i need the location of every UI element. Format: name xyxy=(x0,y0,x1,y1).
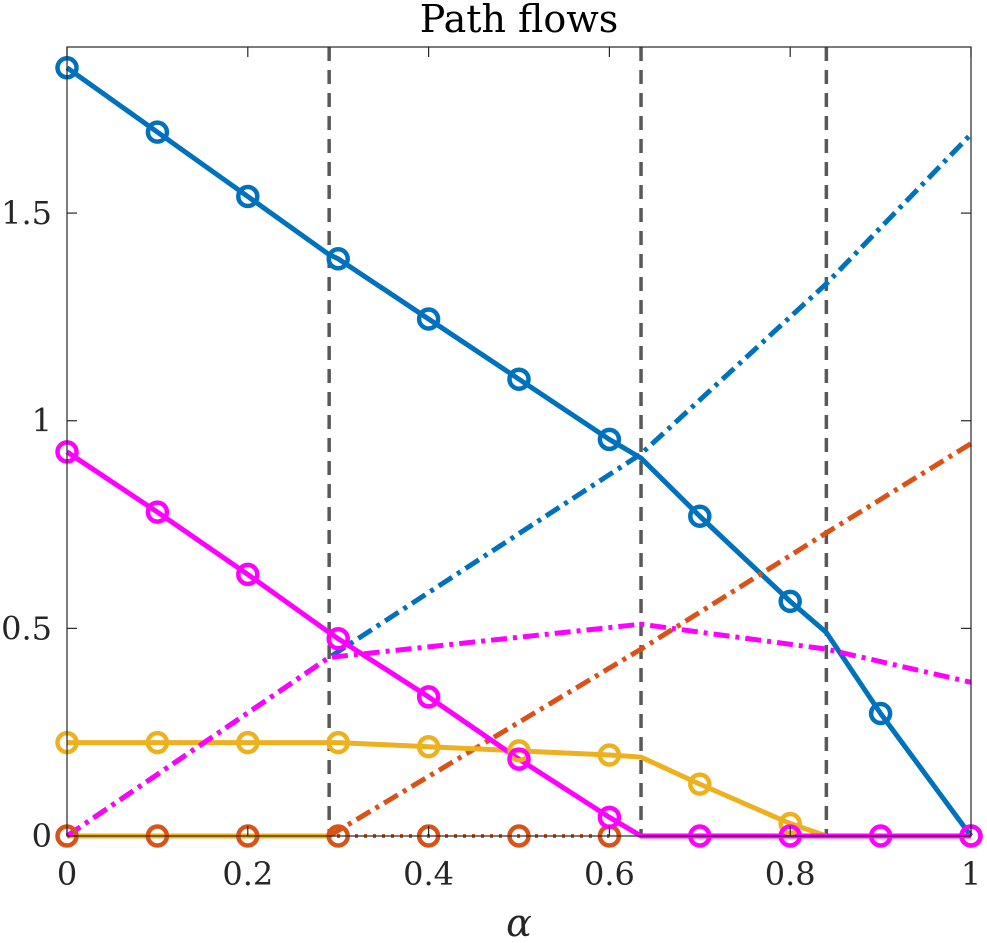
x-tick-label: 0.8 xyxy=(765,855,816,893)
series-1-marker xyxy=(778,589,802,614)
series-1-marker xyxy=(507,367,531,391)
series-5-marker xyxy=(416,734,441,759)
series-1-marker xyxy=(416,307,441,331)
series-7-marker xyxy=(416,685,441,709)
series-line-5 xyxy=(67,740,828,839)
series-5-marker xyxy=(326,730,350,755)
y-tick-labels: 0 0.5 1 1.5 xyxy=(1,194,52,855)
axis-ticks xyxy=(66,47,972,837)
series-1-marker xyxy=(688,504,712,528)
series-7-marker xyxy=(326,627,350,651)
chart-title: Path flows xyxy=(420,0,619,41)
x-axis-label: α xyxy=(506,901,532,943)
x-tick-labels: 0 0.2 0.4 0.6 0.8 1 xyxy=(57,855,981,893)
x-tick-label: 0.4 xyxy=(403,855,454,893)
series-5-marker xyxy=(507,739,531,763)
series-1-marker xyxy=(868,701,893,726)
series-5-marker xyxy=(145,730,170,755)
series-5-marker xyxy=(597,743,622,767)
x-tick-label: 1 xyxy=(961,855,981,893)
series-5-marker xyxy=(236,730,260,755)
series-1-marker xyxy=(145,120,170,144)
y-tick-label: 1.5 xyxy=(1,194,52,232)
series-line-3 xyxy=(327,441,973,839)
plot-background xyxy=(67,47,971,836)
series-1-marker xyxy=(326,247,350,271)
series-1-marker xyxy=(597,427,622,452)
x-tick-label: 0.6 xyxy=(584,855,635,893)
series-1-marker xyxy=(236,184,260,209)
axes-frame xyxy=(66,46,972,837)
series-7-marker xyxy=(507,747,531,771)
y-tick-label: 0 xyxy=(32,817,52,855)
series-line-1 xyxy=(65,65,974,838)
vertical-reference-lines xyxy=(327,47,829,836)
x-tick-label: 0.2 xyxy=(222,855,273,893)
y-tick-label: 0.5 xyxy=(1,609,52,647)
x-tick-label: 0 xyxy=(57,855,77,893)
series-7-marker xyxy=(145,500,170,524)
series-7-marker xyxy=(236,562,260,587)
y-tick-label: 1 xyxy=(32,402,52,440)
series-line-8 xyxy=(65,621,972,839)
plot-area xyxy=(55,46,983,848)
series-5-marker xyxy=(688,772,712,796)
